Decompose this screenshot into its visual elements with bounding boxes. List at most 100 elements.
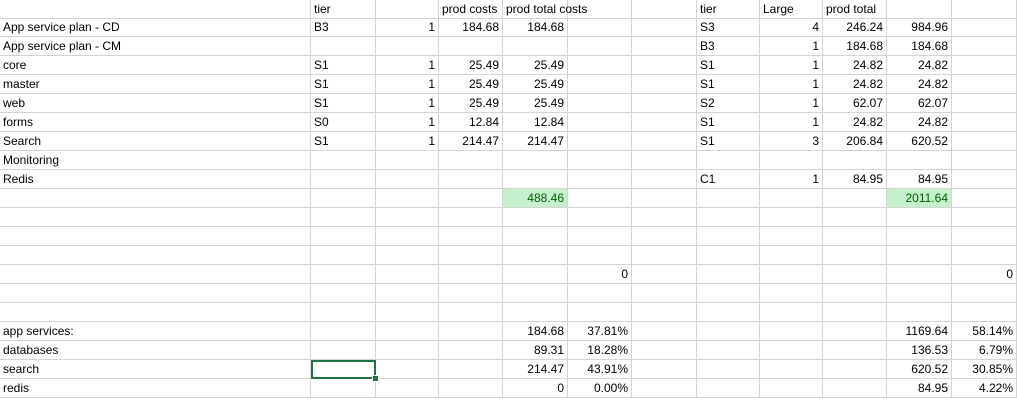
sheet-cell[interactable] [568,189,632,208]
sheet-cell[interactable] [0,265,311,284]
sheet-cell[interactable] [311,265,376,284]
sheet-cell[interactable] [952,303,1017,322]
sheet-cell[interactable] [887,208,952,227]
sheet-cell[interactable] [887,151,952,170]
sheet-cell[interactable]: 1169.64 [887,322,952,341]
sheet-cell[interactable]: App service plan - CM [0,37,311,56]
sheet-cell[interactable]: 184.68 [503,18,568,37]
sheet-cell[interactable] [632,18,697,37]
sheet-cell[interactable] [952,189,1017,208]
sheet-cell[interactable] [632,94,697,113]
sheet-cell[interactable] [697,360,760,379]
sheet-cell[interactable]: 62.07 [887,94,952,113]
sheet-cell[interactable]: S3 [697,18,760,37]
sheet-cell[interactable]: 1 [760,56,823,75]
sheet-cell[interactable] [568,227,632,246]
sheet-cell[interactable] [632,56,697,75]
sheet-cell[interactable]: 1 [760,37,823,56]
sheet-cell[interactable] [568,284,632,303]
selected-cell[interactable] [311,360,376,379]
sheet-cell[interactable]: S1 [311,75,376,94]
sheet-cell[interactable] [760,189,823,208]
sheet-cell[interactable] [311,227,376,246]
sheet-cell[interactable]: 0.00% [568,379,632,398]
sheet-cell[interactable]: S1 [311,94,376,113]
sheet-cell[interactable]: 30.85% [952,360,1017,379]
sheet-cell[interactable] [503,151,568,170]
sheet-cell[interactable]: 25.49 [439,75,503,94]
sheet-cell[interactable]: search [0,360,311,379]
sheet-cell[interactable]: 184.68 [823,37,887,56]
sheet-cell[interactable] [823,151,887,170]
sheet-cell[interactable] [568,56,632,75]
sheet-cell[interactable]: 184.68 [887,37,952,56]
sheet-cell[interactable] [0,227,311,246]
sheet-cell[interactable] [632,265,697,284]
sheet-cell[interactable]: B3 [311,18,376,37]
sheet-cell[interactable] [311,151,376,170]
sheet-cell[interactable] [952,151,1017,170]
sheet-cell[interactable]: 25.49 [503,94,568,113]
sheet-cell[interactable] [697,265,760,284]
sheet-cell[interactable] [0,303,311,322]
sheet-cell[interactable] [376,303,439,322]
sheet-cell[interactable]: 58.14% [952,322,1017,341]
sheet-cell[interactable]: 24.82 [887,113,952,132]
sheet-cell[interactable] [887,284,952,303]
sheet-cell[interactable]: 25.49 [503,56,568,75]
sheet-cell[interactable]: C1 [697,170,760,189]
sheet-cell[interactable] [503,227,568,246]
sheet-cell[interactable] [376,341,439,360]
sheet-cell[interactable]: tier [697,0,760,19]
sheet-cell[interactable] [760,208,823,227]
sheet-cell[interactable]: prod costs [439,0,503,19]
sheet-cell[interactable] [439,341,503,360]
sheet-cell[interactable]: S1 [311,132,376,151]
sheet-cell[interactable] [823,189,887,208]
sheet-cell[interactable] [311,208,376,227]
sheet-cell[interactable] [632,151,697,170]
sheet-cell[interactable] [952,113,1017,132]
sheet-cell[interactable]: 1 [760,94,823,113]
sheet-cell[interactable]: 214.47 [503,360,568,379]
sheet-cell[interactable] [376,170,439,189]
sheet-cell[interactable]: tier [311,0,376,19]
sheet-cell[interactable]: 1 [760,113,823,132]
sheet-cell[interactable] [568,113,632,132]
sheet-cell[interactable] [632,113,697,132]
sheet-cell[interactable] [0,0,311,19]
sheet-cell[interactable]: S1 [697,75,760,94]
sheet-cell[interactable]: 1 [376,75,439,94]
sheet-cell[interactable] [503,37,568,56]
sheet-cell[interactable]: app services: [0,322,311,341]
sheet-cell[interactable]: Monitoring [0,151,311,170]
sheet-cell[interactable] [376,284,439,303]
sheet-cell[interactable] [823,246,887,265]
sheet-cell[interactable] [376,151,439,170]
sheet-cell[interactable]: 1 [376,94,439,113]
sheet-cell[interactable] [376,379,439,398]
sheet-cell[interactable] [311,170,376,189]
sheet-cell[interactable] [632,379,697,398]
sheet-cell[interactable] [439,379,503,398]
sheet-cell[interactable] [439,151,503,170]
sheet-cell[interactable] [568,0,632,19]
sheet-cell[interactable]: forms [0,113,311,132]
sheet-cell[interactable] [311,37,376,56]
sheet-cell[interactable] [376,227,439,246]
sheet-cell[interactable]: 24.82 [823,75,887,94]
sheet-cell[interactable] [503,265,568,284]
sheet-cell[interactable] [697,246,760,265]
sheet-cell[interactable]: 184.68 [439,18,503,37]
sheet-cell[interactable]: core [0,56,311,75]
sheet-cell[interactable] [503,246,568,265]
sheet-cell[interactable] [0,208,311,227]
sheet-cell[interactable]: 25.49 [503,75,568,94]
sheet-cell[interactable] [952,170,1017,189]
sheet-cell[interactable] [568,37,632,56]
sheet-cell[interactable] [632,341,697,360]
sheet-cell[interactable] [760,303,823,322]
sheet-cell[interactable]: 84.95 [887,379,952,398]
sheet-cell[interactable] [439,189,503,208]
sheet-cell[interactable]: S1 [311,56,376,75]
